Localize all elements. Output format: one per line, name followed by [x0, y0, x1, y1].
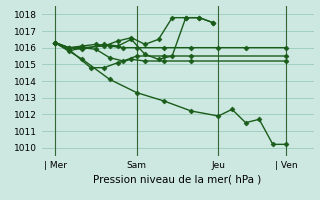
- X-axis label: Pression niveau de la mer( hPa ): Pression niveau de la mer( hPa ): [93, 174, 262, 184]
